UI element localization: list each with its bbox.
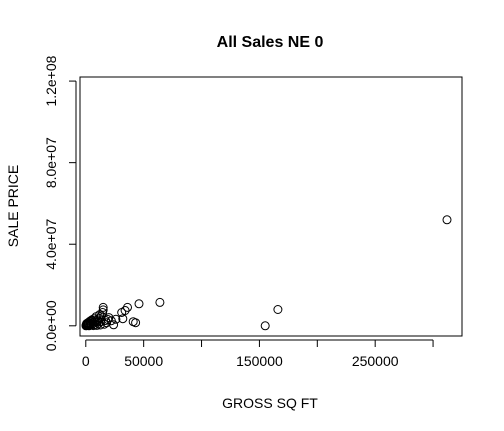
data-point [118, 314, 128, 324]
y-tick-label: 0.0e+00 [43, 300, 59, 351]
data-point [123, 302, 132, 312]
data-point [94, 313, 104, 323]
data-point [134, 299, 144, 309]
y-axis-label: SALE PRICE [5, 165, 21, 247]
x-tick-label: 150000 [236, 353, 283, 369]
x-axis-label: GROSS SQ FT [222, 395, 318, 411]
data-point [117, 308, 127, 317]
x-tick-label: 50000 [124, 353, 163, 369]
x-tick-label: 0 [82, 353, 90, 369]
x-tick-label: 250000 [352, 353, 399, 369]
data-point [128, 317, 138, 327]
y-tick-label: 1.2e+08 [43, 55, 59, 106]
y-tick-label: 4.0e+07 [43, 219, 59, 270]
plot-frame [79, 76, 463, 337]
data-point [103, 315, 113, 324]
data-point [260, 321, 270, 331]
data-point [98, 302, 108, 312]
points-layer [81, 215, 452, 331]
chart-title: All Sales NE 0 [217, 34, 324, 51]
y-axis: 0.0e+00 4.0e+07 8.0e+07 1.2e+08 [43, 55, 77, 351]
y-tick-label: 8.0e+07 [43, 137, 59, 188]
data-point [155, 297, 165, 307]
data-point [442, 215, 452, 225]
data-point [273, 305, 283, 314]
x-axis: 0 50000 150000 250000 [82, 339, 434, 369]
